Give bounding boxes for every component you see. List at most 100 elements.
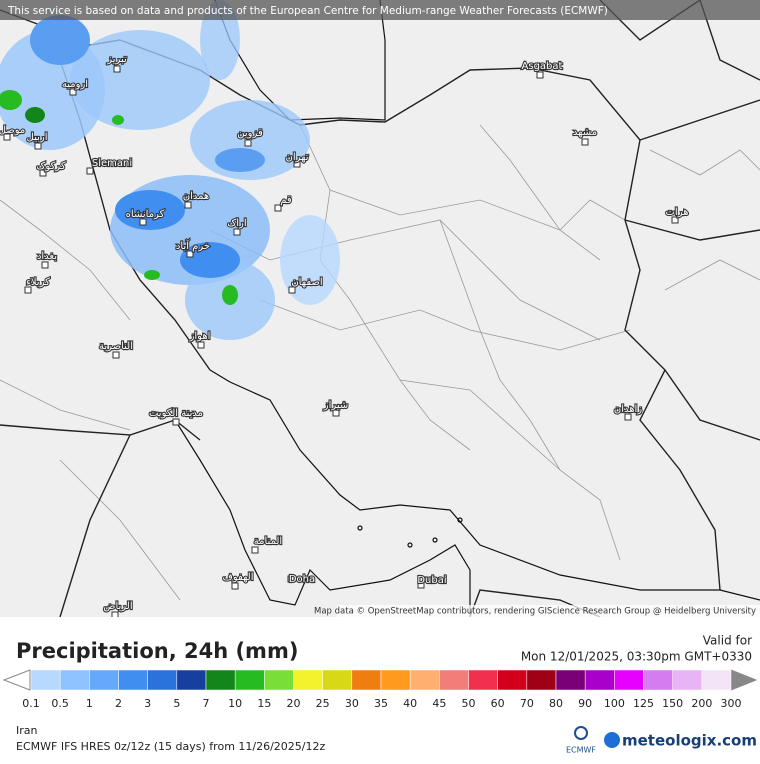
colorbar-swatch — [293, 669, 323, 691]
city-label: تبریز — [106, 54, 127, 65]
colorbar-swatch — [234, 669, 265, 691]
city-marker — [172, 418, 180, 426]
precipitation-areas — [0, 0, 340, 340]
colorbar-tick-label: 60 — [491, 697, 505, 710]
city-marker — [287, 575, 295, 583]
city-label: قم — [280, 195, 292, 206]
city-label: مشهد — [573, 127, 597, 138]
colorbar-swatch — [380, 669, 411, 691]
city-label: تهران — [285, 152, 308, 163]
site-logo[interactable]: meteologix.com — [622, 732, 757, 750]
colorbar-swatch — [147, 669, 178, 691]
city-marker — [671, 216, 679, 224]
city-label: همدان — [183, 191, 209, 202]
city-label: شیراز — [323, 400, 349, 411]
legend-title: Precipitation, 24h (mm) — [16, 639, 298, 663]
colorbar-tick-label: 35 — [374, 697, 388, 710]
city-label: Dubai — [417, 575, 446, 586]
city-marker — [274, 204, 282, 212]
colorbar-tick-label: 70 — [520, 697, 534, 710]
city-marker — [624, 413, 632, 421]
ecmwf-logo-mark — [574, 726, 588, 740]
city-label: خرم آباد — [176, 239, 210, 252]
colorbar-swatch — [555, 669, 586, 691]
city-label: الرياض — [103, 601, 132, 612]
city-marker — [244, 139, 252, 147]
city-marker — [581, 138, 589, 146]
city-marker — [139, 218, 147, 226]
city-label: الهفوف — [222, 572, 253, 583]
city-label: الناصرية — [99, 341, 133, 352]
header-bar — [0, 0, 760, 20]
colorbar-tick-label: 125 — [633, 697, 654, 710]
colorbar-tick-label: 90 — [578, 697, 592, 710]
colorbar-tick-label: 50 — [462, 697, 476, 710]
city-label: کرمانشاه — [126, 209, 165, 220]
colorbar-swatch — [468, 669, 498, 691]
colorbar-swatch — [205, 669, 236, 691]
header-notice: This service is based on data and produc… — [7, 5, 608, 17]
city-marker — [417, 581, 425, 589]
city-marker — [332, 409, 340, 417]
city-label: المنامة — [254, 536, 282, 547]
colorbar-tick-label: 0.1 — [22, 697, 40, 710]
colorbar-swatch — [89, 669, 119, 691]
city-marker — [197, 341, 205, 349]
attribution-bar — [337, 605, 760, 617]
colorbar-swatch — [409, 669, 440, 691]
colorbar-swatch — [643, 669, 673, 691]
colorbar-swatch — [497, 669, 528, 691]
colorbar-tick-label: 10 — [228, 697, 242, 710]
city-marker — [184, 201, 192, 209]
colorbar-tick-label: 45 — [432, 697, 446, 710]
colorbar-tick-label: 300 — [721, 697, 742, 710]
colorbar-tick-label: 80 — [549, 697, 563, 710]
city-label: اراک — [227, 218, 246, 229]
colorbar-tick-label: 100 — [604, 697, 625, 710]
city-marker — [113, 65, 121, 73]
colorbar-swatch — [701, 669, 732, 691]
city-marker — [251, 546, 259, 554]
city-label: اهواز — [189, 331, 211, 342]
colorbar-swatch — [264, 669, 294, 691]
attribution: Map data © OpenStreetMap contributors, r… — [314, 607, 756, 617]
city-label: موصل — [0, 125, 25, 136]
city-marker — [86, 167, 94, 175]
city-marker — [3, 133, 11, 141]
city-label: بغداد — [37, 251, 57, 262]
city-label: قزوین — [237, 128, 263, 139]
valid-time: Mon 12/01/2025, 03:30pm GMT+0330 — [521, 650, 752, 664]
colorbar-low-arrow — [2, 669, 31, 691]
city-marker — [293, 160, 301, 168]
city-marker — [233, 228, 241, 236]
colorbar-swatch — [526, 669, 557, 691]
city-marker — [288, 286, 296, 294]
colorbar-swatch — [322, 669, 353, 691]
colorbar-tick-label: 200 — [691, 697, 712, 710]
colorbar-tick-label: 30 — [345, 697, 359, 710]
colorbar-tick-label: 3 — [144, 697, 151, 710]
map: This service is based on data and produc… — [0, 0, 760, 619]
city-label: Doha — [289, 574, 315, 585]
city-marker — [24, 286, 32, 294]
region: Iran — [16, 724, 38, 737]
city-marker — [112, 351, 120, 359]
valid-label: Valid for — [703, 634, 752, 648]
colorbar-swatch — [30, 669, 61, 691]
city-label: اربیل — [27, 132, 48, 143]
city-marker — [186, 250, 194, 258]
colorbar-tick-label: 1 — [86, 697, 93, 710]
colorbar-swatch — [176, 669, 207, 691]
city-labels: Asgabat مشهد هرات تهران قزوین قم اراک همدان کرما… — [0, 53, 690, 619]
colorbar-swatch — [672, 669, 703, 691]
province-lines — [0, 124, 760, 601]
city-marker — [231, 582, 239, 590]
model-info: ECMWF IFS HRES 0z/12z (15 days) from 11/… — [16, 740, 326, 753]
colorbar-tick-label: 150 — [662, 697, 683, 710]
city-marker — [69, 88, 77, 96]
colorbar-swatch — [118, 669, 148, 691]
colorbar-tick-label: 7 — [203, 697, 210, 710]
colorbar-tick-label: 0.5 — [51, 697, 69, 710]
